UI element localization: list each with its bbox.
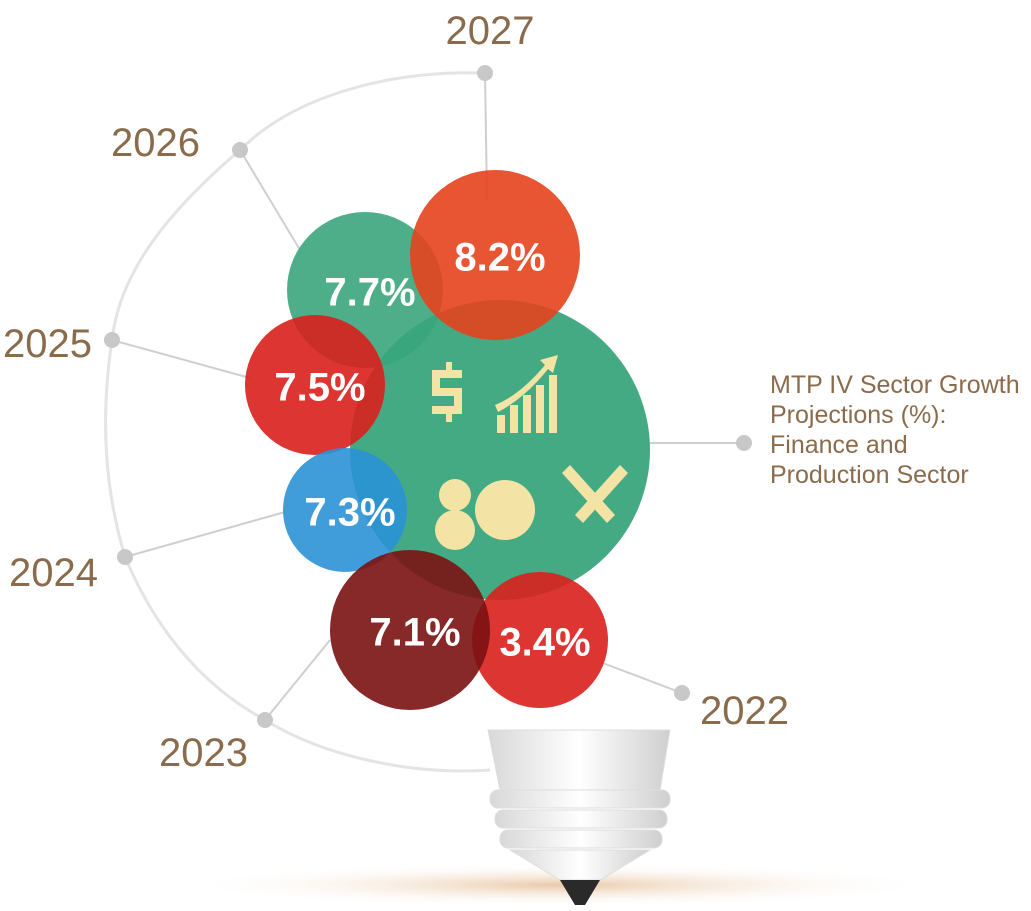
title-dot bbox=[736, 435, 752, 451]
leader-dot bbox=[104, 332, 120, 348]
value-bubble bbox=[410, 170, 580, 340]
value-label: 7.1% bbox=[369, 611, 460, 655]
leader-dot bbox=[674, 685, 690, 701]
leader-line bbox=[264, 639, 331, 721]
value-label: 8.2% bbox=[454, 236, 545, 280]
bulb-base bbox=[487, 729, 671, 905]
value-bubble bbox=[330, 550, 490, 710]
icons bbox=[432, 355, 628, 550]
leader-dot bbox=[477, 65, 493, 81]
year-label: 2023 bbox=[159, 731, 248, 775]
value-bubble bbox=[472, 572, 608, 708]
year-label: 2025 bbox=[3, 322, 92, 366]
year-label: 2026 bbox=[111, 121, 200, 165]
leader-line bbox=[239, 149, 301, 251]
chart-title: MTP IV Sector Growth Projections (%): Fi… bbox=[770, 371, 1020, 489]
year-label: 2022 bbox=[700, 689, 789, 733]
value-bubble bbox=[245, 315, 385, 455]
year-label: 2027 bbox=[446, 9, 535, 53]
value-label: 3.4% bbox=[499, 621, 590, 665]
leader-dot bbox=[232, 142, 248, 158]
value-label: 7.5% bbox=[274, 366, 365, 410]
leader-dot bbox=[257, 712, 273, 728]
year-label: 2024 bbox=[9, 551, 98, 595]
bulb-glass bbox=[350, 300, 650, 600]
leader-dot bbox=[117, 549, 133, 565]
leader-line bbox=[599, 661, 683, 694]
value-label: 7.7% bbox=[324, 271, 415, 315]
leader-line bbox=[124, 511, 286, 558]
value-label: 7.3% bbox=[304, 491, 395, 535]
value-bubble bbox=[283, 448, 407, 572]
leader-line bbox=[111, 339, 251, 379]
floor-shadow bbox=[180, 863, 940, 907]
arc bbox=[104, 71, 491, 773]
